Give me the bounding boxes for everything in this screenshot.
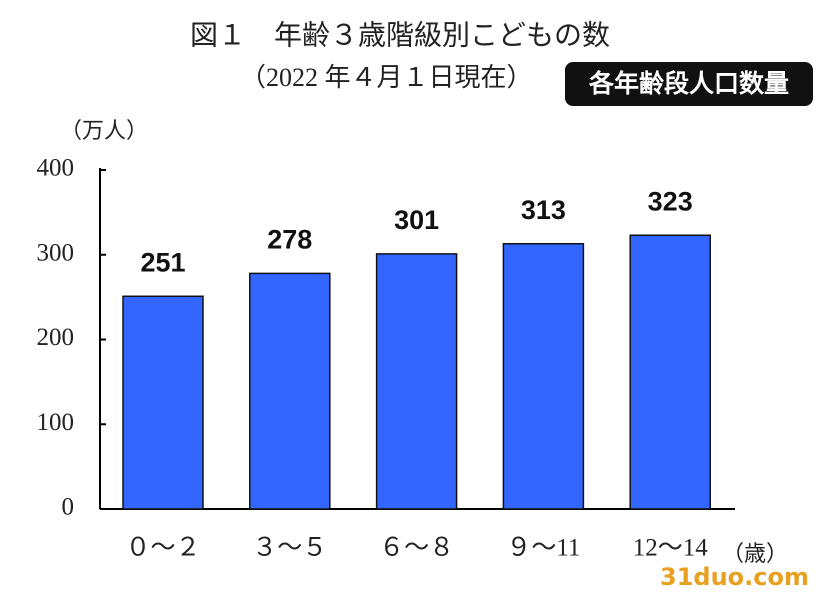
x-tick-label: ０～２ bbox=[125, 535, 200, 562]
badge-bg bbox=[565, 62, 813, 106]
y-tick-label: 300 bbox=[37, 239, 75, 266]
y-tick-label: 400 bbox=[37, 155, 75, 182]
bar bbox=[249, 272, 331, 510]
x-tick-label: 12～14 bbox=[633, 535, 709, 562]
y-tick-label: 100 bbox=[37, 409, 75, 436]
bar bbox=[502, 242, 585, 510]
watermark: 31duo.com bbox=[660, 563, 809, 591]
bar bbox=[375, 253, 458, 510]
value-label: 251 bbox=[140, 247, 185, 277]
badge: 各年齢段人口数量 bbox=[588, 69, 789, 98]
value-label: 323 bbox=[648, 186, 693, 216]
x-tick-label: ３～５ bbox=[252, 535, 327, 562]
bar bbox=[122, 295, 204, 510]
value-label: 313 bbox=[521, 195, 566, 225]
y-unit: （万人） bbox=[60, 118, 148, 143]
value-label: 301 bbox=[394, 205, 439, 235]
x-tick-label: ９～11 bbox=[506, 535, 580, 562]
y-tick-label: 200 bbox=[37, 324, 75, 351]
value-label: 278 bbox=[267, 225, 312, 255]
y-tick-label: 0 bbox=[62, 494, 75, 521]
chart-title: 図１ 年齢３歳階級別こどもの数 bbox=[190, 19, 610, 51]
bar bbox=[629, 234, 711, 510]
chart-subtitle: （2022 年４月１日現在） bbox=[240, 63, 533, 92]
x-tick-label: ６～８ bbox=[379, 535, 454, 562]
x-unit: （歳） bbox=[722, 541, 788, 566]
